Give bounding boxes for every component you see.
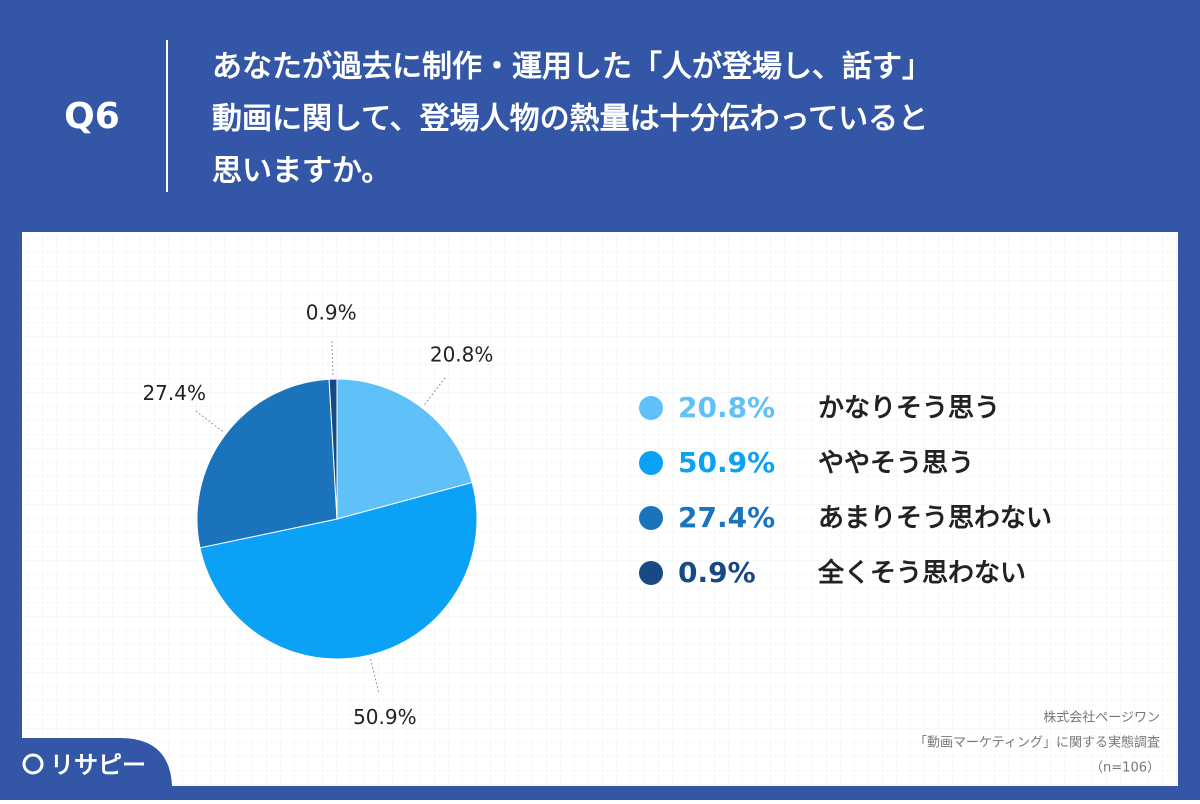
leader-line (193, 409, 223, 432)
question-line: あなたが過去に制作・運用した「人が登場し、話す」 (212, 50, 932, 85)
slice-label: 20.8% (430, 343, 494, 367)
legend-value: 20.8% (678, 391, 775, 424)
legend-label: あまりそう思わない (818, 504, 1052, 534)
question-line: 動画に関して、登場人物の熱量は十分伝わっていると (212, 102, 928, 137)
question-line: 思いますか。 (212, 154, 391, 189)
pie-slice (328, 378, 338, 520)
legend-label: 全くそう思わない (817, 558, 1026, 589)
legend-dot (639, 506, 663, 530)
legend-value: 0.9% (678, 556, 756, 589)
slice-label: 50.9% (353, 705, 417, 729)
logo-icon (22, 753, 44, 775)
legend-value: 27.4% (678, 501, 775, 534)
source: 株式会社ページワン (1043, 710, 1160, 726)
source: （n=106） (1090, 761, 1160, 776)
slice-label: 27.4% (142, 381, 206, 405)
slice-label: 0.9% (306, 301, 357, 325)
leader-line (370, 658, 380, 695)
legend-dot (639, 396, 663, 420)
pie-slice (196, 378, 338, 549)
source: 「動画マーケティング」に関する実態調査 (914, 735, 1160, 751)
pie-slice (336, 378, 473, 520)
pie-slice (199, 481, 478, 660)
legend-label: かなりそう思う (818, 394, 1000, 424)
legend-dot (639, 561, 663, 585)
logo: リサピー (50, 751, 146, 779)
leader-line (331, 339, 334, 376)
logo-tab (0, 738, 172, 786)
legend-label: ややそう思う (818, 449, 974, 479)
leader-line (424, 375, 447, 405)
legend-dot (639, 451, 663, 475)
badge: Q6 (64, 96, 120, 137)
legend-value: 50.9% (678, 446, 775, 479)
